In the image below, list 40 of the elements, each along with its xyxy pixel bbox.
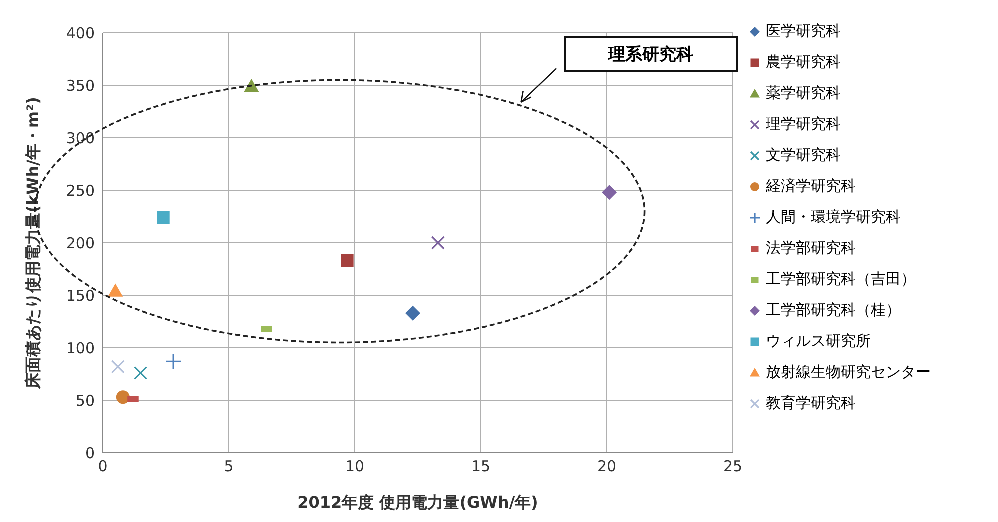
point (111, 360, 125, 374)
x-tick-label: 15 (471, 458, 491, 476)
legend-label: 工学部研究科（桂） (766, 301, 901, 320)
legend-label: ウィルス研究所 (766, 332, 871, 351)
legend-label: 文学研究科 (766, 146, 841, 165)
y-tick-label: 100 (66, 339, 95, 358)
legend-label: 放射線生物研究センター (766, 363, 931, 382)
point (116, 390, 130, 404)
callout-box: 理系研究科 (564, 36, 738, 72)
point (602, 185, 618, 200)
y-tick-label: 350 (66, 76, 95, 95)
y-tick-label: 400 (66, 24, 95, 42)
x-tick-label: 25 (723, 458, 743, 476)
legend-label: 理学研究科 (766, 115, 841, 134)
y-tick-label: 250 (66, 182, 95, 200)
x-tick-label: 10 (345, 458, 365, 476)
legend-label: 法学部研究科 (766, 239, 856, 258)
legend-label: 薬学研究科 (766, 84, 841, 103)
point (431, 236, 445, 250)
legend-label: 教育学研究科 (766, 394, 856, 413)
y-tick-label: 150 (66, 286, 95, 305)
point (341, 254, 354, 268)
legend-label: 医学研究科 (766, 22, 841, 41)
x-tick-label: 20 (597, 458, 617, 476)
y-tick-label: 50 (76, 392, 95, 410)
x-axis-title: 2012年度 使用電力量(GWh/年) (298, 493, 538, 512)
point (165, 353, 182, 370)
legend-label: 農学研究科 (766, 53, 841, 72)
y-tick-label: 0 (85, 444, 95, 462)
legend-label: 経済学研究科 (766, 177, 856, 196)
x-tick-label: 5 (224, 458, 234, 476)
legend-label: 工学部研究科（吉田） (766, 270, 916, 289)
x-tick-label: 0 (98, 458, 108, 476)
point (405, 306, 420, 321)
y-tick-label: 300 (66, 129, 95, 148)
point (108, 284, 124, 297)
point (157, 211, 170, 224)
legend-label: 人間・環境学研究科 (766, 208, 901, 227)
y-tick-label: 200 (66, 234, 95, 252)
point (134, 366, 148, 380)
